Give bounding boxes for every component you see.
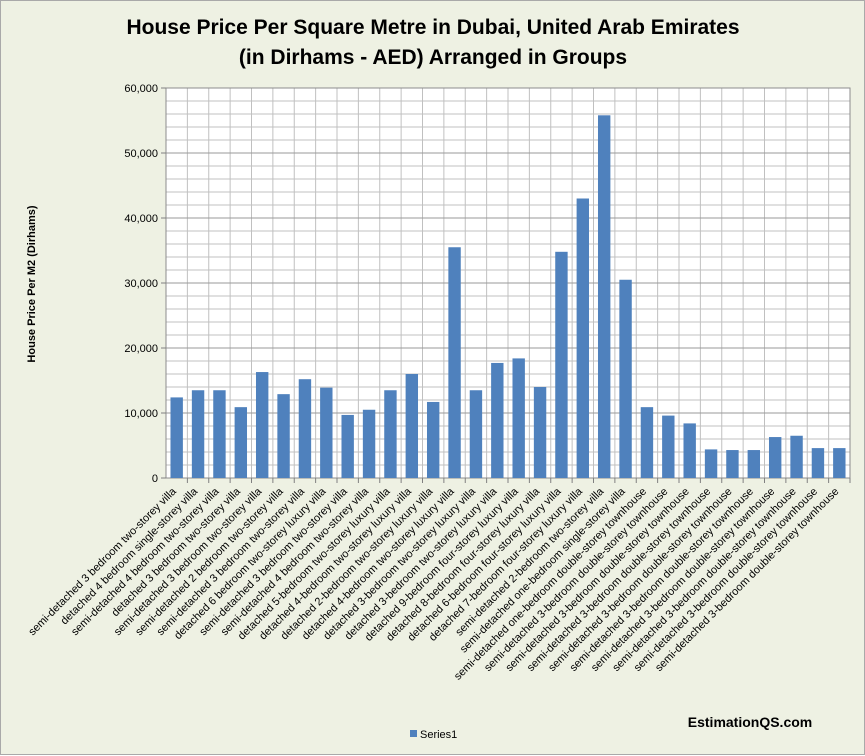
bar [662,415,675,478]
y-tick-label: 30,000 [124,278,158,290]
bar [362,409,376,478]
y-tick-label: 50,000 [124,148,158,160]
source-watermark: EstimationQS.com [688,714,812,730]
bar [320,387,333,478]
bar [833,448,846,478]
y-tick-labels: 0 10,000 20,000 30,000 40,000 50,000 60,000 [124,83,166,485]
legend-label: Series1 [420,729,457,741]
bar [191,390,205,478]
bars [170,115,846,479]
bar [448,247,461,478]
bar [170,397,183,478]
y-tick-label: 0 [152,473,158,485]
bar [255,372,269,478]
grid-lines [165,87,851,479]
chart-subtitle: (in Dirhams - AED) Arranged in Groups [239,46,627,69]
bar [597,115,611,479]
bar [491,362,504,478]
bar [234,407,248,478]
bar [384,390,397,478]
bar [811,448,825,478]
bar [405,374,419,478]
bar [469,390,483,478]
bar [768,437,782,478]
bar [533,387,547,478]
legend: Series1 [410,729,457,741]
bar [576,198,590,478]
y-tick-label: 10,000 [124,408,158,420]
legend-swatch [410,730,417,737]
bar [512,358,525,478]
chart-title: House Price Per Square Metre in Dubai, U… [126,16,739,39]
bar [277,394,290,478]
y-tick-label: 60,000 [124,83,158,95]
bar [426,401,440,478]
bar [747,450,761,478]
y-tick-label: 20,000 [124,343,158,355]
bar [555,251,568,478]
bar [790,435,803,478]
bar [640,407,654,478]
bar [683,423,696,478]
y-axis-label: House Price Per M2 (Dirhams) [26,205,38,362]
bar [341,414,354,478]
bar [298,379,312,478]
bar [619,279,632,478]
y-tick-label: 40,000 [124,213,158,225]
bar [726,450,739,478]
x-tick-labels: semi-detached 3 bedroom two-storey villa… [26,478,851,683]
bar [704,449,718,478]
bar [213,390,226,478]
